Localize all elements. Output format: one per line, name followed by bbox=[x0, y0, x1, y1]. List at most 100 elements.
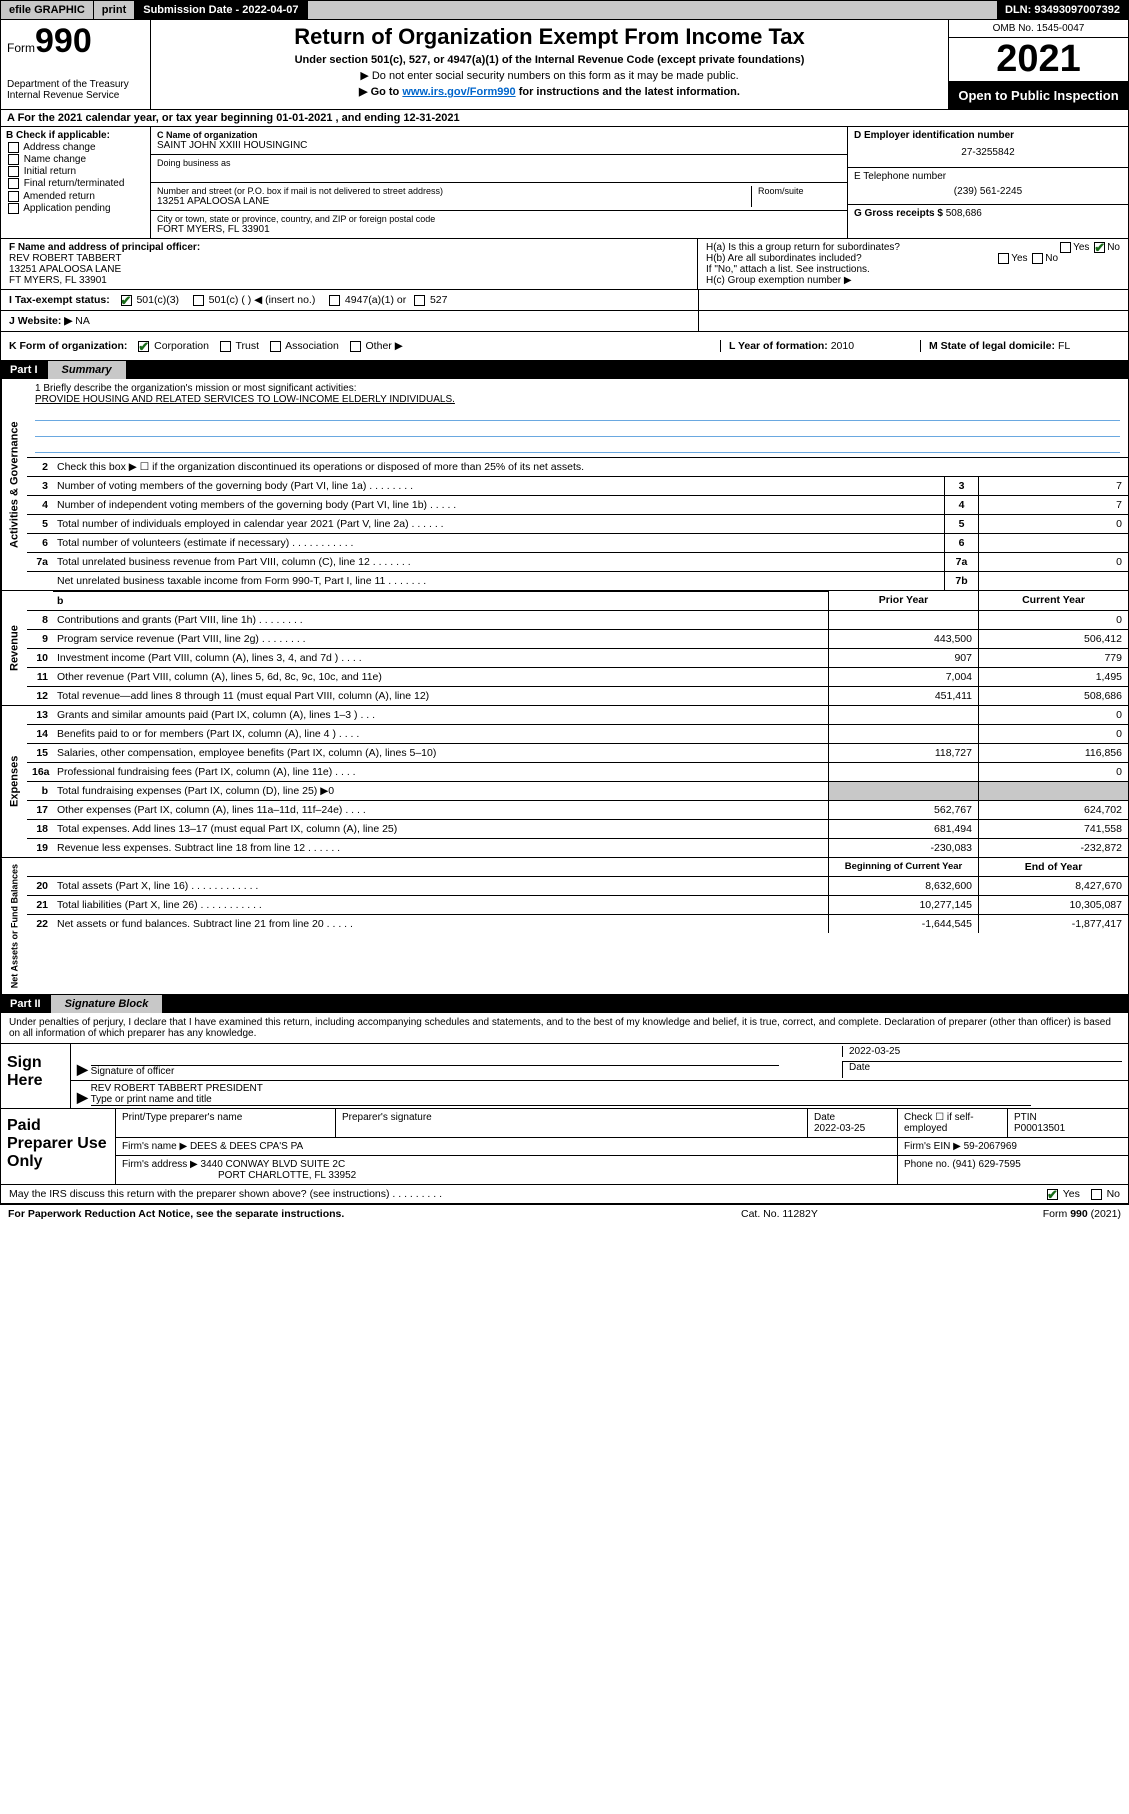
sig-officer-label: Signature of officer bbox=[91, 1066, 175, 1077]
form-note-link: ▶ Go to www.irs.gov/Form990 for instruct… bbox=[159, 85, 940, 98]
i-left: I Tax-exempt status: 501(c)(3) 501(c) ( … bbox=[1, 290, 698, 310]
firm-phone: (941) 629-7595 bbox=[952, 1159, 1020, 1170]
h-group: H(a) Is this a group return for subordin… bbox=[698, 239, 1128, 289]
part2-title: Signature Block bbox=[51, 995, 163, 1013]
firm-label: Firm's name ▶ bbox=[122, 1141, 187, 1152]
footer-paperwork: For Paperwork Reduction Act Notice, see … bbox=[8, 1208, 741, 1220]
cb-amended[interactable]: Amended return bbox=[6, 191, 145, 202]
form-num: 990 bbox=[35, 22, 92, 60]
col-b-checkboxes: B Check if applicable: Address change Na… bbox=[1, 127, 151, 238]
tel-value: (239) 561-2245 bbox=[854, 182, 1122, 201]
officer-addr2: FT MYERS, FL 33901 bbox=[9, 275, 689, 286]
i-501c3-cb[interactable] bbox=[121, 295, 132, 306]
hb-yes-cb[interactable] bbox=[998, 253, 1009, 264]
rev-header-row: b Prior Year Current Year bbox=[27, 591, 1128, 611]
irs-label: Internal Revenue Service bbox=[7, 90, 144, 101]
discuss-no-cb[interactable] bbox=[1091, 1189, 1102, 1200]
omb-number: OMB No. 1545-0047 bbox=[949, 20, 1128, 38]
footer-form: Form 990 (2021) bbox=[941, 1208, 1121, 1220]
table-row: 12 Total revenue—add lines 8 through 11 … bbox=[27, 687, 1128, 705]
ha-yes-cb[interactable] bbox=[1060, 242, 1071, 253]
sign-here-block: Sign Here 2022-03-25 ▶ Signature of offi… bbox=[0, 1044, 1129, 1109]
c-name-label: C Name of organization bbox=[157, 130, 841, 140]
hb-note: If "No," attach a list. See instructions… bbox=[706, 264, 1120, 275]
gross-value: 508,686 bbox=[946, 208, 982, 219]
part1-header: Part I Summary bbox=[0, 361, 1129, 379]
hb-row: H(b) Are all subordinates included? Yes … bbox=[706, 253, 1120, 264]
firm-addr1: 3440 CONWAY BLVD SUITE 2C bbox=[201, 1159, 346, 1170]
city-label: City or town, state or province, country… bbox=[157, 214, 841, 224]
mission-text: PROVIDE HOUSING AND RELATED SERVICES TO … bbox=[35, 394, 1120, 405]
part1-num: Part I bbox=[0, 361, 48, 379]
header-right: OMB No. 1545-0047 2021 Open to Public In… bbox=[948, 20, 1128, 109]
block-fh: F Name and address of principal officer:… bbox=[0, 239, 1129, 290]
table-row: 17 Other expenses (Part IX, column (A), … bbox=[27, 801, 1128, 820]
cb-application-pending[interactable]: Application pending bbox=[6, 203, 145, 214]
tel-label: E Telephone number bbox=[854, 171, 1122, 182]
cb-final-return[interactable]: Final return/terminated bbox=[6, 178, 145, 189]
discuss-yes-cb[interactable] bbox=[1047, 1189, 1058, 1200]
form-header: Form990 Department of the Treasury Inter… bbox=[0, 20, 1129, 110]
k-corp-cb[interactable] bbox=[138, 341, 149, 352]
addr-label: Number and street (or P.O. box if mail i… bbox=[157, 186, 751, 196]
row-i: I Tax-exempt status: 501(c)(3) 501(c) ( … bbox=[0, 290, 1129, 311]
j-left: J Website: ▶ NA bbox=[1, 311, 698, 331]
paid-addr-row: Firm's address ▶ 3440 CONWAY BLVD SUITE … bbox=[116, 1156, 1128, 1184]
f-label: F Name and address of principal officer: bbox=[9, 242, 689, 253]
k-assoc-cb[interactable] bbox=[270, 341, 281, 352]
gov-body: 1 Briefly describe the organization's mi… bbox=[27, 379, 1128, 590]
table-row: 19 Revenue less expenses. Subtract line … bbox=[27, 839, 1128, 857]
open-public: Open to Public Inspection bbox=[949, 82, 1128, 109]
website-value: NA bbox=[75, 315, 90, 327]
rev-body: b Prior Year Current Year 8 Contribution… bbox=[27, 591, 1128, 705]
d-ein-cell: D Employer identification number 27-3255… bbox=[848, 127, 1128, 168]
org-city: FORT MYERS, FL 33901 bbox=[157, 224, 841, 235]
i-4947-cb[interactable] bbox=[329, 295, 340, 306]
k-label: K Form of organization: bbox=[9, 340, 127, 352]
discuss-yn: Yes No bbox=[1045, 1188, 1120, 1200]
c-name-cell: C Name of organization SAINT JOHN XXIII … bbox=[151, 127, 847, 155]
table-row: 20 Total assets (Part X, line 16) . . . … bbox=[27, 877, 1128, 896]
print-button[interactable]: print bbox=[94, 1, 135, 19]
table-row: 22 Net assets or fund balances. Subtract… bbox=[27, 915, 1128, 933]
vtab-netassets: Net Assets or Fund Balances bbox=[1, 858, 27, 994]
discuss-q: May the IRS discuss this return with the… bbox=[9, 1188, 1045, 1200]
efile-button[interactable]: efile GRAPHIC bbox=[1, 1, 94, 19]
cb-initial-return[interactable]: Initial return bbox=[6, 166, 145, 177]
header-center: Return of Organization Exempt From Incom… bbox=[151, 20, 948, 109]
c-dba-cell: Doing business as bbox=[151, 155, 847, 183]
irs-link[interactable]: www.irs.gov/Form990 bbox=[402, 86, 515, 98]
toolbar-spacer bbox=[308, 1, 997, 19]
na-header-row: Beginning of Current Year End of Year bbox=[27, 858, 1128, 877]
c-city-cell: City or town, state or province, country… bbox=[151, 211, 847, 238]
cb-name-change[interactable]: Name change bbox=[6, 154, 145, 165]
form-subtitle: Under section 501(c), 527, or 4947(a)(1)… bbox=[159, 54, 940, 66]
section-netassets: Net Assets or Fund Balances Beginning of… bbox=[0, 858, 1129, 995]
paid-h2: Preparer's signature bbox=[336, 1109, 808, 1137]
sig-name: REV ROBERT TABBERT PRESIDENT bbox=[91, 1083, 263, 1094]
prior-year-hdr: Prior Year bbox=[828, 591, 978, 610]
k-other-cb[interactable] bbox=[350, 341, 361, 352]
sig-declaration: Under penalties of perjury, I declare th… bbox=[0, 1013, 1129, 1044]
cb-address-change[interactable]: Address change bbox=[6, 142, 145, 153]
ptin-value: P00013501 bbox=[1014, 1123, 1065, 1134]
gov-row: 2 Check this box ▶ ☐ if the organization… bbox=[27, 458, 1128, 477]
j-label: J Website: ▶ bbox=[9, 315, 72, 327]
gov-row: 7a Total unrelated business revenue from… bbox=[27, 553, 1128, 572]
paid-h1: Print/Type preparer's name bbox=[116, 1109, 336, 1137]
k-trust-cb[interactable] bbox=[220, 341, 231, 352]
table-row: 18 Total expenses. Add lines 13–17 (must… bbox=[27, 820, 1128, 839]
paid-h3: Date bbox=[814, 1112, 835, 1123]
sig-name-label: Type or print name and title bbox=[91, 1094, 212, 1105]
section-expenses: Expenses 13 Grants and similar amounts p… bbox=[0, 706, 1129, 858]
ha-no-cb[interactable] bbox=[1094, 242, 1105, 253]
ptin-label: PTIN bbox=[1014, 1112, 1037, 1123]
hb-no-cb[interactable] bbox=[1032, 253, 1043, 264]
gov-row: 6 Total number of volunteers (estimate i… bbox=[27, 534, 1128, 553]
i-527-cb[interactable] bbox=[414, 295, 425, 306]
i-501c-cb[interactable] bbox=[193, 295, 204, 306]
part1-title: Summary bbox=[48, 361, 126, 379]
table-row: 8 Contributions and grants (Part VIII, l… bbox=[27, 611, 1128, 630]
room-label: Room/suite bbox=[758, 186, 841, 196]
form-title: Return of Organization Exempt From Incom… bbox=[159, 24, 940, 50]
